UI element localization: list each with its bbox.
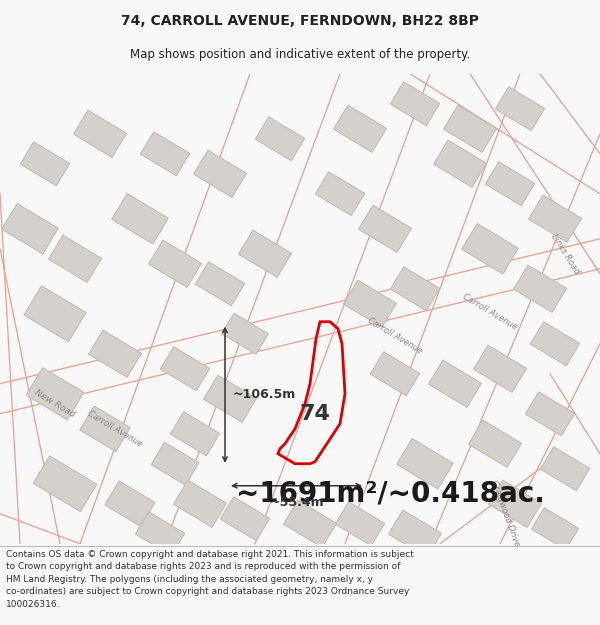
Polygon shape (391, 82, 440, 126)
Text: co-ordinates) are subject to Crown copyright and database rights 2023 Ordnance S: co-ordinates) are subject to Crown copyr… (6, 588, 409, 596)
Polygon shape (335, 502, 385, 546)
Text: HM Land Registry. The polygons (including the associated geometry, namely x, y: HM Land Registry. The polygons (includin… (6, 575, 373, 584)
Polygon shape (488, 480, 541, 528)
Text: Craigwood Drive: Craigwood Drive (489, 479, 521, 548)
Polygon shape (196, 262, 245, 306)
Polygon shape (151, 442, 199, 485)
Polygon shape (140, 132, 190, 176)
Text: Links Road: Links Road (549, 232, 581, 276)
Polygon shape (359, 205, 412, 252)
Polygon shape (80, 406, 130, 452)
Polygon shape (469, 420, 521, 468)
Polygon shape (105, 481, 155, 527)
Polygon shape (473, 345, 526, 392)
Polygon shape (74, 110, 127, 158)
Polygon shape (203, 375, 256, 423)
Text: to Crown copyright and database rights 2023 and is reproduced with the permissio: to Crown copyright and database rights 2… (6, 562, 400, 571)
Polygon shape (284, 500, 337, 548)
Polygon shape (149, 240, 202, 288)
Polygon shape (239, 230, 292, 278)
Polygon shape (334, 105, 386, 152)
Polygon shape (24, 286, 86, 342)
Polygon shape (391, 267, 440, 311)
Polygon shape (33, 456, 97, 512)
Text: ~55.4m: ~55.4m (269, 496, 324, 509)
Text: Map shows position and indicative extent of the property.: Map shows position and indicative extent… (130, 48, 470, 61)
Text: 74: 74 (299, 404, 331, 424)
Polygon shape (532, 508, 578, 550)
Polygon shape (220, 497, 269, 541)
Text: Carroll Avenue: Carroll Avenue (461, 292, 519, 332)
Polygon shape (160, 347, 209, 391)
Text: Contains OS data © Crown copyright and database right 2021. This information is : Contains OS data © Crown copyright and d… (6, 550, 414, 559)
Text: ~106.5m: ~106.5m (233, 388, 296, 401)
Polygon shape (434, 140, 487, 188)
Polygon shape (541, 447, 590, 491)
Polygon shape (370, 352, 419, 396)
Polygon shape (344, 280, 397, 328)
Polygon shape (514, 265, 566, 312)
Text: Carroll Avenue: Carroll Avenue (366, 316, 424, 356)
Polygon shape (443, 105, 496, 152)
Polygon shape (112, 194, 168, 244)
Polygon shape (496, 87, 545, 131)
Polygon shape (221, 313, 268, 354)
Polygon shape (170, 412, 220, 456)
Polygon shape (26, 368, 84, 420)
Polygon shape (529, 195, 581, 242)
Text: New Road: New Road (33, 388, 77, 419)
Text: Carroll Avenue: Carroll Avenue (86, 409, 144, 449)
Polygon shape (316, 172, 365, 216)
Polygon shape (136, 512, 185, 556)
Polygon shape (428, 360, 481, 408)
Polygon shape (2, 204, 58, 254)
Text: ~1691m²/~0.418ac.: ~1691m²/~0.418ac. (236, 480, 544, 508)
Polygon shape (389, 510, 442, 558)
Polygon shape (173, 480, 226, 528)
Polygon shape (485, 162, 535, 206)
Polygon shape (49, 235, 101, 282)
Polygon shape (462, 224, 518, 274)
Polygon shape (397, 439, 453, 489)
Polygon shape (526, 392, 575, 436)
Text: 100026316.: 100026316. (6, 600, 61, 609)
Polygon shape (530, 322, 580, 366)
Polygon shape (89, 330, 142, 378)
Polygon shape (194, 150, 247, 198)
Text: 74, CARROLL AVENUE, FERNDOWN, BH22 8BP: 74, CARROLL AVENUE, FERNDOWN, BH22 8BP (121, 14, 479, 28)
Polygon shape (20, 142, 70, 186)
Polygon shape (256, 117, 305, 161)
